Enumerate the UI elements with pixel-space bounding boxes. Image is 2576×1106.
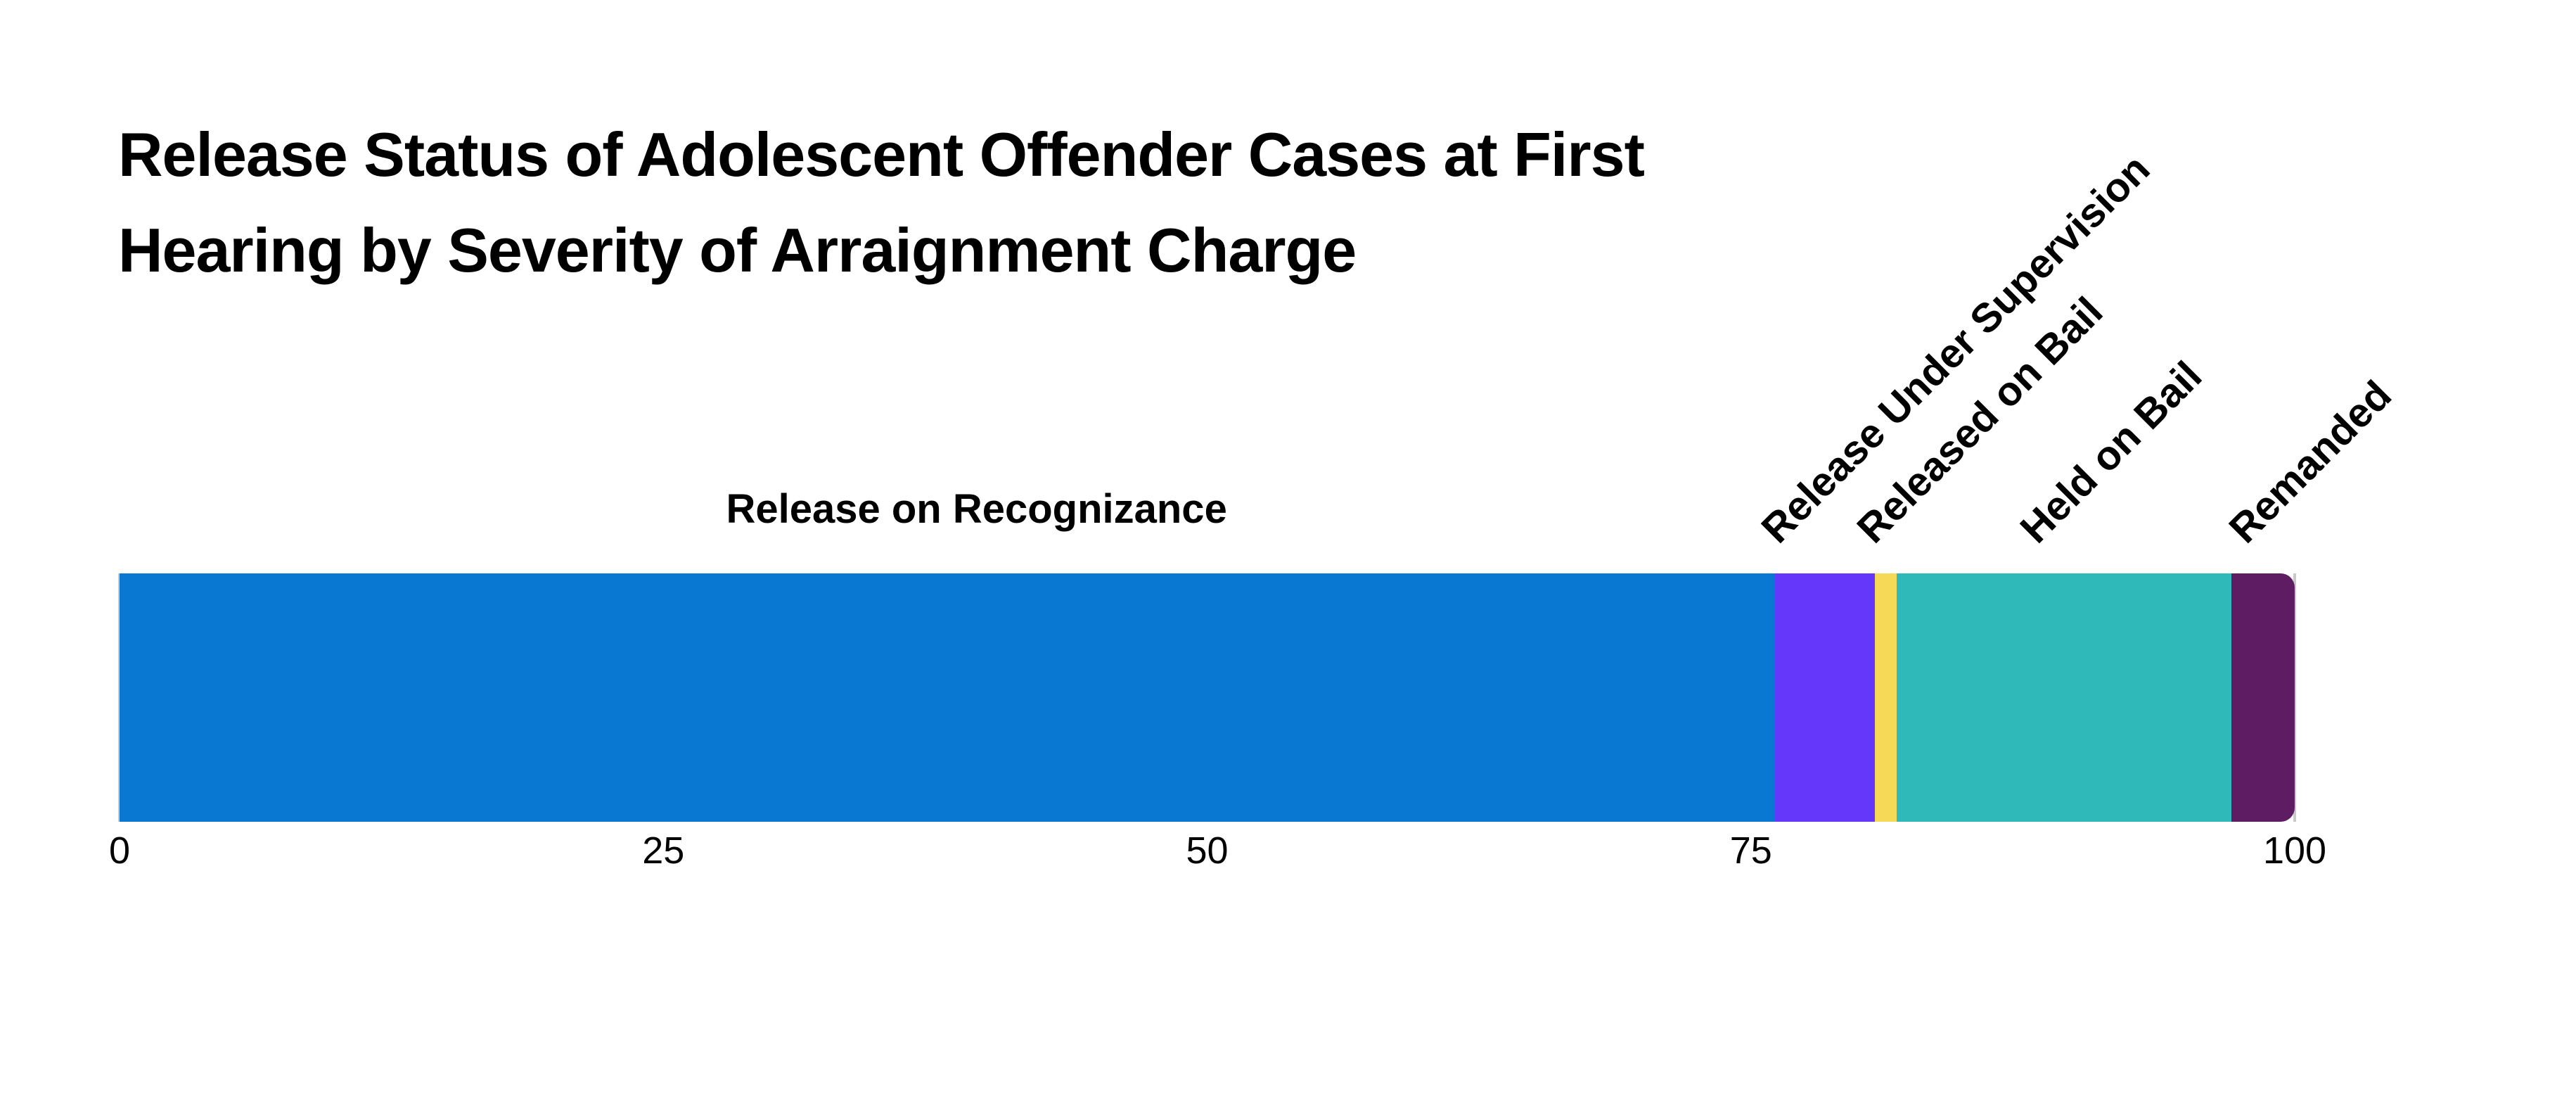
axis-tick-label-75: 75 bbox=[1729, 830, 1772, 872]
stacked-bar bbox=[120, 573, 2295, 822]
chart-title-line-1: Release Status of Adolescent Offender Ca… bbox=[118, 120, 1645, 189]
segment-label-release-on-recognizance: Release on Recognizance bbox=[726, 486, 1227, 532]
axis-tick-label-25: 25 bbox=[642, 830, 685, 872]
bar-segment-held-on-bail bbox=[1896, 573, 2232, 822]
bar-segment-released-on-bail bbox=[1875, 573, 1897, 822]
segment-label-remanded: Remanded bbox=[2220, 371, 2401, 552]
axis-tick-label-50: 50 bbox=[1186, 830, 1229, 872]
chart-title: Release Status of Adolescent Offender Ca… bbox=[118, 107, 1645, 298]
bar-segment-release-under-supervision bbox=[1774, 573, 1876, 822]
axis-tick-label-0: 0 bbox=[108, 830, 131, 872]
bar-segment-remanded bbox=[2231, 573, 2295, 822]
axis-tick-label-100: 100 bbox=[2262, 830, 2327, 872]
chart-title-line-2: Hearing by Severity of Arraignment Charg… bbox=[118, 215, 1357, 285]
bar-segment-release-on-recognizance bbox=[120, 573, 1775, 822]
axis-tick-line-100 bbox=[2293, 573, 2296, 822]
